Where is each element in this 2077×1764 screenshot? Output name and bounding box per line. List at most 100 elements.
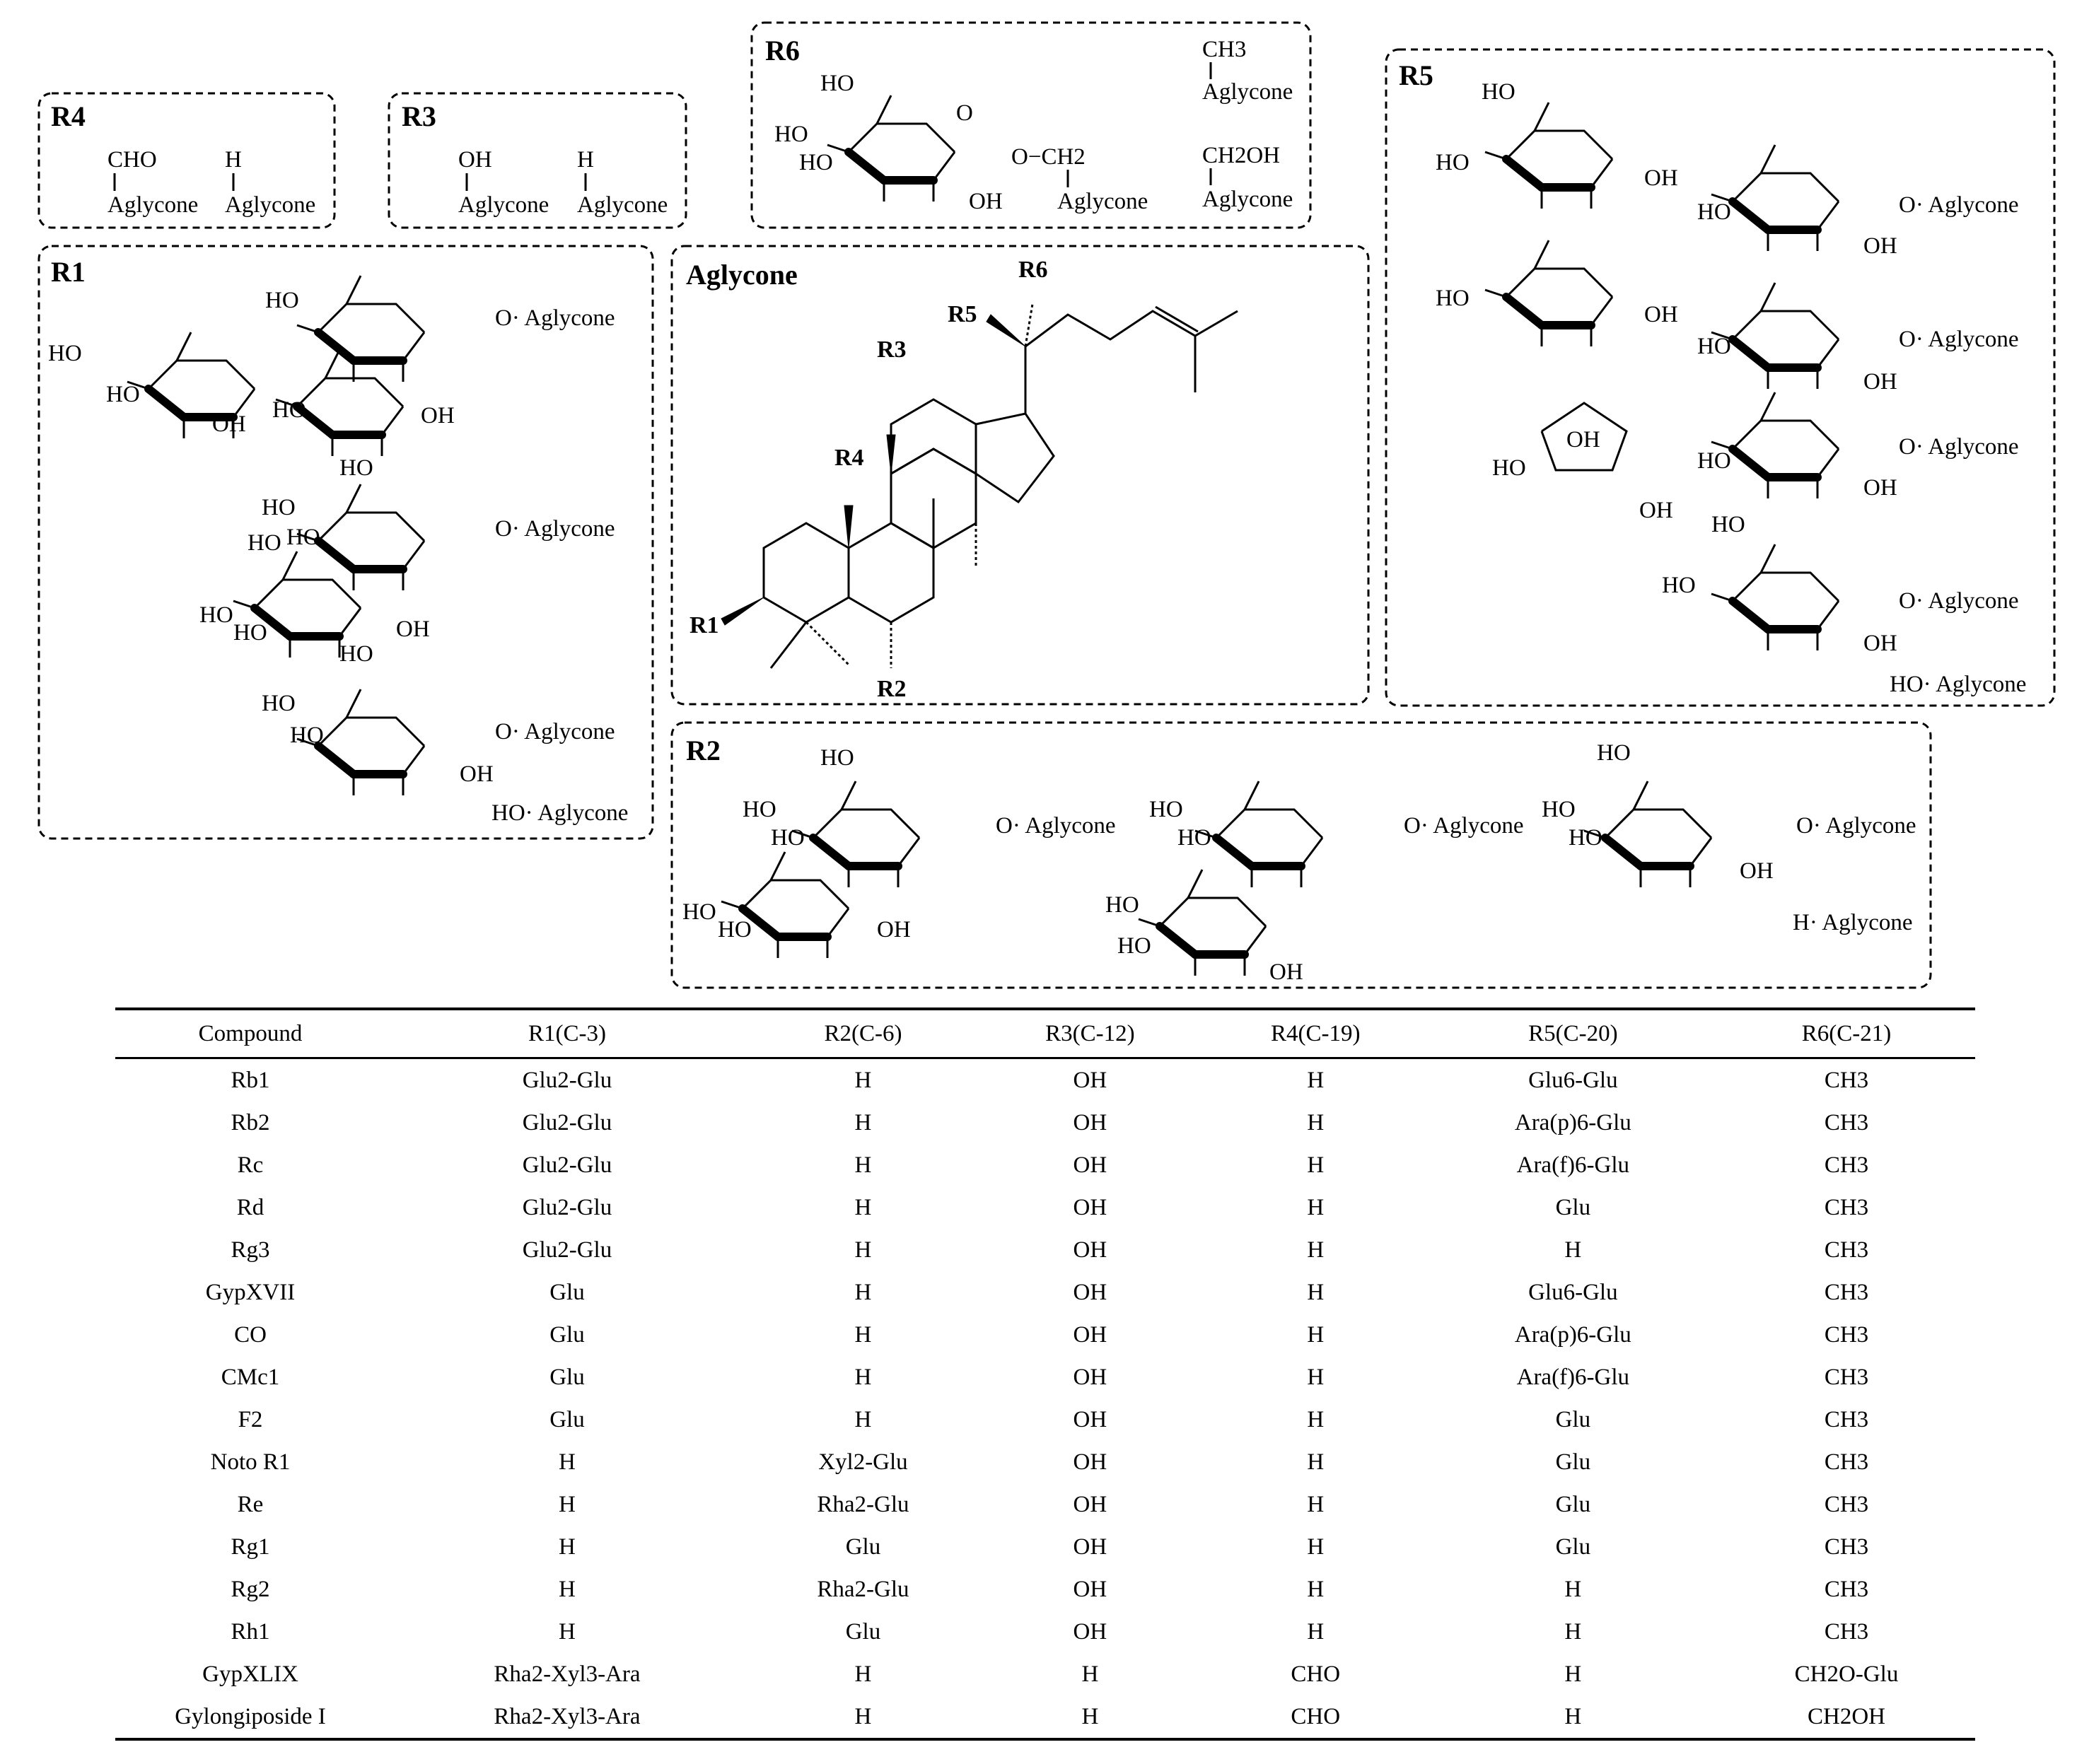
r1-ho-label: HO [290,723,324,748]
r2-sugar-ring [1195,781,1322,887]
r1-wedge [721,597,764,626]
r5-plain-option: HO· Aglycone [1890,672,2026,697]
r4-option-2-base: Aglycone [225,192,315,218]
r5-ho-label: HO [1697,334,1731,359]
r1-oh-label: OH [212,411,246,437]
r6-cell: CH3 [1824,1152,1869,1178]
r5-oh-label: OH [1639,498,1673,523]
compound-cell: Rb1 [231,1067,270,1093]
r6-sugar-link: O−CH2 [1011,144,1086,170]
r5-oh-label: OH [1863,369,1897,395]
r3-cell: OH [1073,1067,1107,1093]
r6-cell: CH3 [1824,1576,1869,1602]
r5-cell: H [1564,1703,1582,1729]
r1-oh-label: OH [460,761,494,787]
r2-cell: Rha2-Glu [817,1576,909,1602]
r2-oh-label: OH [1269,959,1303,985]
r3-cell: H [1081,1703,1099,1729]
header-r6: R6(C-21) [1801,1020,1892,1046]
r2-ho-label: HO [718,917,752,942]
r1-cell: Glu2-Glu [522,1067,612,1093]
r6-panel: R6 HO HO HO OH O O−CH2 Aglycone CH3 Agly… [750,21,1312,229]
r2-cell: Xyl2-Glu [818,1449,908,1475]
r6-option-2-group: CH2OH [1202,143,1280,168]
compound-cell: Gylongiposide I [175,1703,326,1729]
ring-b [847,522,935,624]
r5-cell: H [1564,1576,1582,1602]
r4-cell: H [1307,1534,1325,1560]
r3-panel: R3 OH Aglycone H Aglycone [388,92,687,229]
r2-cell: H [854,1067,872,1093]
table-row: Rg1 H Glu OH H Glu CH3 [115,1526,1975,1568]
r5-link-label: O· Aglycone [1899,192,2019,218]
r6-cell: CH3 [1824,1279,1869,1305]
aglycone-panel: Aglycone R1 R2 R3 R4 R5 R6 [670,245,1370,706]
r1-panel: R1 HO HO HO OH HO OH O· Aglycone HO HO H… [37,245,654,840]
table-row: Rc Glu2-Glu H OH H Ara(f)6-Glu CH3 [115,1144,1975,1186]
r1-ho-label: HO [233,620,267,646]
r5-title: R5 [1399,59,1433,91]
r4-cell: H [1307,1321,1325,1348]
r1-plain-option: HO· Aglycone [491,800,628,826]
r5-cell: H [1564,1237,1582,1263]
r6-ho-label-2: HO [774,122,808,147]
r1-ho-label: HO [272,397,306,423]
r1-ho-label: HO [265,288,299,313]
r1-ho-label: HO [339,455,373,481]
r2-ho-label: HO [682,899,716,925]
r1-cell: H [559,1534,576,1560]
r3-option-2-base: Aglycone [577,192,668,218]
r1-cell: Glu2-Glu [522,1109,612,1135]
r6-title: R6 [765,35,800,66]
r5-cell: Ara(p)6-Glu [1514,1321,1631,1348]
r1-cell: Glu [549,1321,585,1348]
r5-ho-label: HO [1482,79,1515,105]
r6-cell: CH3 [1824,1109,1869,1135]
r5-oh-label: OH [1644,165,1678,191]
r5-oh-label: OH [1644,302,1678,327]
table-row: Gylongiposide I Rha2-Xyl3-Ara H H CHO H CH2OH [115,1695,1975,1739]
compound-cell: CO [234,1321,267,1348]
header-r1: R1(C-3) [528,1020,606,1046]
r2-sugar-ring [792,781,919,887]
r3-cell: OH [1073,1406,1107,1432]
r1-oh-label: OH [421,403,455,428]
r1-link-label: O· Aglycone [495,719,615,744]
aglycone-r5-label: R5 [948,301,977,327]
r6-option-1-group: CH3 [1202,37,1246,62]
r4-cell: H [1307,1406,1325,1432]
r6-ho-label: HO [820,71,854,96]
r2-link-label: O· Aglycone [996,813,1116,839]
r4-cell: H [1307,1109,1325,1135]
r1-ho-label: HO [339,641,373,667]
table-row: Noto R1 H Xyl2-Glu OH H Glu CH3 [115,1441,1975,1483]
r5-ho-label: HO [1436,150,1470,175]
r2-ho-label: HO [1177,825,1211,851]
compound-cell: Re [237,1491,264,1517]
r1-cell: H [559,1576,576,1602]
compound-cell: Rg1 [231,1534,270,1560]
compound-cell: Rd [236,1194,264,1220]
aglycone-title: Aglycone [686,259,798,291]
r3-cell: OH [1073,1194,1107,1220]
r4-cell: H [1307,1618,1325,1645]
r1-ho-label: HO [262,495,296,520]
r2-ho-label: HO [820,745,854,771]
r1-cell: Glu2-Glu [522,1237,612,1263]
r5-cell: Glu [1555,1194,1591,1220]
r1-link-label: O· Aglycone [495,516,615,542]
r1-cell: Glu [549,1364,585,1390]
header-r2: R2(C-6) [824,1020,902,1046]
compound-cell: Rb2 [231,1109,270,1135]
r6-cell: CH3 [1824,1067,1869,1093]
r1-ho-label: HO [286,525,320,550]
r5-cell: Glu6-Glu [1528,1279,1618,1305]
r2-ho-label: HO [1105,892,1139,918]
r5-cell: Glu6-Glu [1528,1067,1618,1093]
r6-cell: CH3 [1824,1406,1869,1432]
r2-cell: H [854,1279,872,1305]
r3-cell: OH [1073,1279,1107,1305]
r1-link-label: O· Aglycone [495,305,615,331]
compound-table: Compound R1(C-3) R2(C-6) R3(C-12) R4(C-1… [115,1007,1975,1741]
r5-wedge [986,314,1026,347]
